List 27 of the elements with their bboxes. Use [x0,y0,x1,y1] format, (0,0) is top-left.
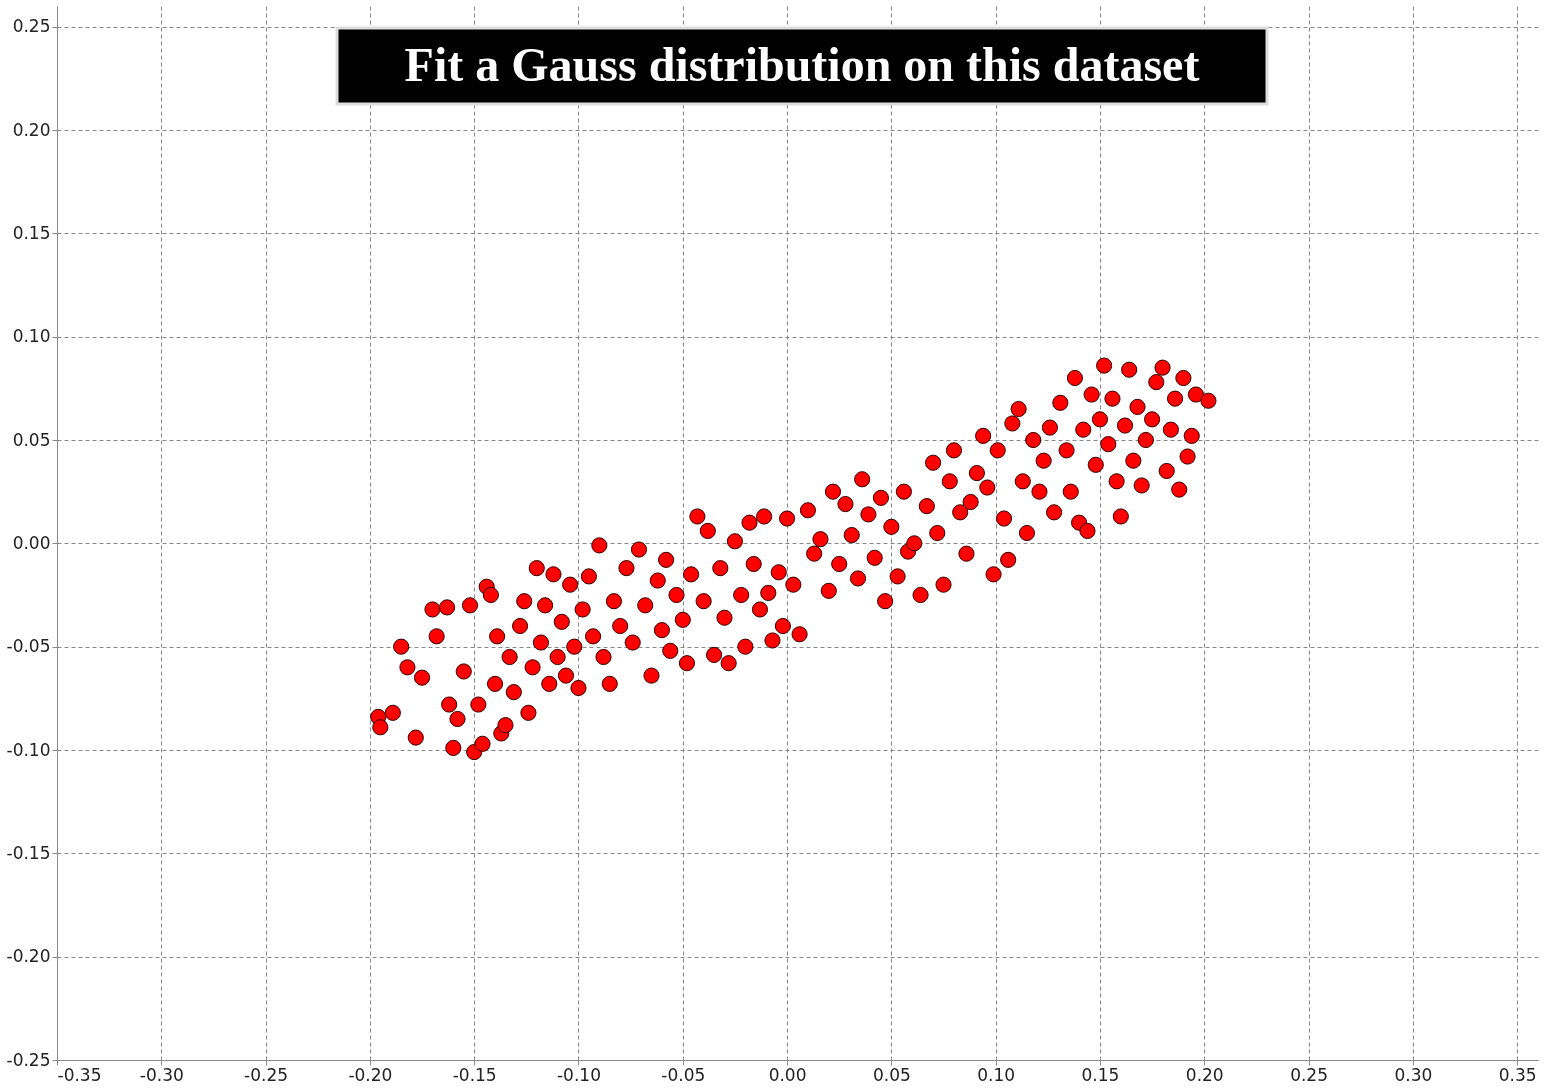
x-tick-label: -0.10 [556,1064,601,1085]
x-tick-label: -0.05 [661,1064,706,1085]
x-tick-label: 0.35 [1498,1064,1537,1085]
x-tick-label: 0.15 [1081,1064,1120,1085]
text: Fit a Gauss distribution on this dataset [404,38,1200,91]
y-tick-label: 0.05 [12,429,51,450]
x-tick-label: 0.10 [977,1064,1016,1085]
x-tick-label: 0.00 [768,1064,807,1085]
x-tick-label: 0.20 [1185,1064,1224,1085]
x-tick-label: -0.15 [452,1064,497,1085]
x-tick-label: 0.25 [1290,1064,1328,1085]
x-tick-label: -0.35 [57,1064,102,1085]
y-tick-label: 0.20 [12,119,51,140]
x-tick-label: -0.20 [348,1064,393,1085]
y-tick-label: 0.10 [12,326,51,347]
x-tick-label: -0.30 [139,1064,184,1085]
y-tick-label: 0.15 [12,222,51,243]
y-tick-label: -0.05 [6,636,51,657]
y-tick-label: -0.25 [6,1049,51,1070]
x-tick-label: 0.30 [1394,1064,1433,1085]
y-tick-label: 0.00 [12,532,51,553]
y-tick-label: -0.20 [6,946,51,967]
y-tick-label: -0.10 [6,739,51,760]
x-tick-label: -0.25 [244,1064,289,1085]
x-tick-label: 0.05 [872,1064,911,1085]
y-tick-label: -0.15 [6,842,51,863]
y-tick-label: 0.25 [12,16,51,37]
